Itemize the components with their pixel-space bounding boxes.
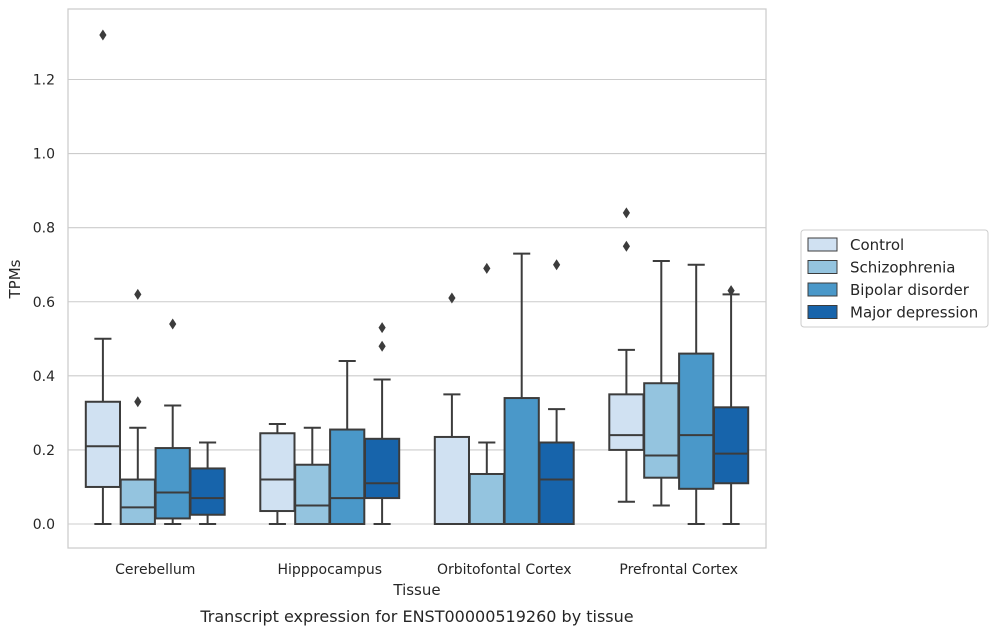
box — [433, 292, 471, 526]
legend-swatch — [807, 260, 838, 274]
series-control — [84, 29, 645, 526]
y-tick-label: 0.0 — [33, 517, 55, 533]
chart-caption: Transcript expression for ENST0000051926… — [199, 607, 633, 626]
outlier-point — [483, 262, 491, 274]
legend-item: Bipolar disorder — [807, 281, 970, 299]
y-tick-label: 0.4 — [33, 369, 55, 385]
outlier-point — [727, 285, 735, 297]
y-tick-label: 0.2 — [33, 443, 55, 459]
outlier-point — [134, 396, 142, 408]
outlier-point — [448, 292, 456, 304]
box — [712, 285, 750, 525]
box-body — [119, 478, 156, 525]
box — [363, 322, 401, 525]
legend-label: Schizophrenia — [850, 259, 955, 277]
box — [678, 263, 715, 525]
box — [84, 29, 122, 525]
box-body — [84, 400, 122, 488]
outlier-point — [622, 240, 630, 252]
legend: Control Schizophrenia Bipolar disorder Majo… — [800, 229, 989, 328]
box-body — [468, 472, 505, 525]
outlier-point — [378, 340, 386, 352]
box-body — [329, 428, 366, 526]
x-tick-label: Hipppocampus — [277, 562, 382, 578]
outlier-point — [622, 207, 630, 219]
legend-label: Major depression — [850, 304, 978, 322]
box-series — [84, 29, 750, 526]
legend-frame — [800, 229, 989, 328]
box — [468, 262, 505, 525]
y-tick-labels: 0.0 0.2 0.4 0.6 0.8 1.0 1.2 — [33, 73, 55, 534]
box — [503, 252, 540, 525]
y-tick-label: 1.2 — [33, 73, 55, 89]
series-major-depression — [189, 259, 750, 525]
legend-swatch — [807, 237, 838, 252]
box — [329, 360, 366, 526]
series-schizophrenia — [119, 260, 680, 526]
y-tick-label: 0.8 — [33, 221, 55, 237]
legend-swatch — [807, 282, 838, 297]
box — [643, 260, 680, 507]
box-body — [189, 467, 226, 516]
box-body — [678, 352, 715, 490]
box — [538, 259, 575, 525]
box-body — [154, 447, 191, 520]
box-body — [712, 406, 750, 485]
box-body — [294, 463, 331, 526]
y-tick-label: 0.6 — [33, 295, 55, 311]
outlier-point — [134, 288, 142, 300]
plot-area-frame — [67, 8, 767, 549]
box — [259, 422, 296, 525]
legend-item: Major depression — [807, 304, 978, 322]
legend-swatch — [807, 305, 838, 319]
box-body — [363, 437, 401, 500]
legend-item: Control — [807, 236, 904, 254]
box-body — [259, 432, 296, 513]
x-tick-label: Cerebellum — [115, 562, 195, 578]
box — [189, 441, 226, 525]
box — [119, 288, 156, 525]
box-body — [608, 393, 645, 451]
x-tick-labels: Cerebellum Hipppocampus Orbitofontal Corte… — [115, 562, 738, 578]
box — [294, 426, 331, 526]
outlier-point — [553, 259, 561, 271]
legend-item: Schizophrenia — [807, 259, 955, 277]
outlier-point — [99, 29, 107, 41]
y-axis-label: TPMs — [6, 259, 24, 299]
y-tick-label: 1.0 — [33, 147, 55, 163]
x-tick-label: Orbitofontal Cortex — [437, 562, 572, 578]
box — [154, 318, 191, 525]
box-body — [503, 397, 540, 525]
x-tick-label: Prefrontal Cortex — [619, 562, 738, 578]
box-body — [538, 441, 575, 525]
legend-label: Control — [850, 236, 904, 254]
box-body — [433, 435, 471, 526]
box — [608, 207, 645, 503]
x-axis-label: Tissue — [392, 581, 440, 599]
legend-label: Bipolar disorder — [850, 281, 970, 299]
box-body — [643, 382, 680, 479]
outlier-point — [169, 318, 177, 330]
outlier-point — [378, 322, 386, 334]
